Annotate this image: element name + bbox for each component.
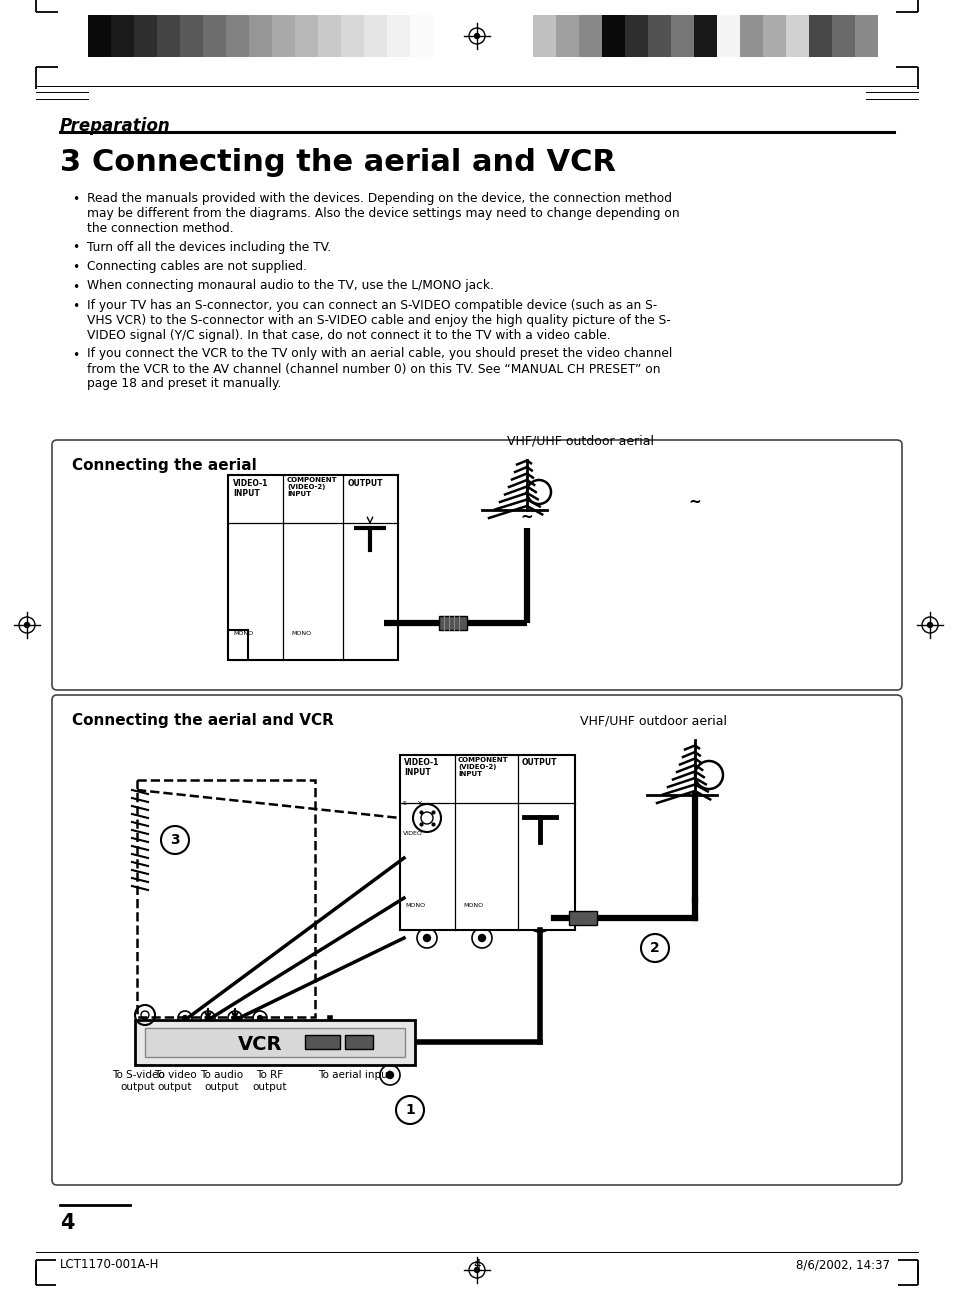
Bar: [272, 16, 294, 57]
Text: Connecting the aerial and VCR: Connecting the aerial and VCR: [71, 713, 334, 729]
Circle shape: [233, 1016, 237, 1021]
Text: •: •: [71, 281, 79, 294]
Text: To video
output: To video output: [153, 1070, 196, 1092]
Circle shape: [252, 547, 258, 555]
Text: Y: Y: [417, 801, 421, 806]
Bar: [180, 16, 203, 57]
Text: MONO: MONO: [405, 903, 425, 908]
FancyBboxPatch shape: [52, 440, 901, 690]
Text: 4: 4: [60, 1212, 74, 1233]
Text: MONO: MONO: [462, 903, 482, 908]
Text: COMPONENT
(VIDEO-2)
INPUT: COMPONENT (VIDEO-2) INPUT: [457, 757, 508, 776]
Text: VCR: VCR: [237, 1034, 282, 1053]
Text: To RF
output: To RF output: [253, 1070, 287, 1092]
Bar: [135, 1020, 415, 1065]
Bar: [693, 16, 717, 57]
Circle shape: [252, 590, 258, 598]
Circle shape: [25, 622, 30, 628]
Text: MONO: MONO: [291, 631, 311, 635]
Text: VIDEO-1
INPUT: VIDEO-1 INPUT: [233, 479, 268, 498]
Bar: [133, 16, 157, 57]
Circle shape: [386, 1071, 393, 1078]
Text: S: S: [402, 801, 406, 806]
Text: Connecting the aerial and VCR: Connecting the aerial and VCR: [91, 148, 616, 177]
Bar: [670, 16, 693, 57]
Circle shape: [366, 547, 374, 555]
Circle shape: [535, 914, 544, 923]
Bar: [624, 16, 647, 57]
Bar: [88, 16, 111, 57]
Bar: [578, 16, 601, 57]
Text: •: •: [71, 348, 79, 361]
Circle shape: [926, 622, 931, 628]
Circle shape: [257, 1016, 262, 1021]
Text: LCT1170-001A-H: LCT1170-001A-H: [60, 1258, 159, 1271]
Bar: [145, 1027, 405, 1057]
Text: Turn off all the devices including the TV.: Turn off all the devices including the T…: [87, 241, 331, 254]
Circle shape: [308, 549, 312, 553]
Bar: [111, 16, 133, 57]
Circle shape: [295, 549, 300, 553]
Text: •: •: [71, 300, 79, 313]
Bar: [228, 630, 248, 660]
Bar: [305, 1035, 339, 1049]
Text: Read the manuals provided with the devices. Depending on the device, the connect: Read the manuals provided with the devic…: [87, 192, 679, 236]
Text: •: •: [71, 261, 79, 274]
Circle shape: [474, 34, 479, 39]
Circle shape: [366, 590, 374, 598]
Text: 3: 3: [170, 833, 179, 848]
Bar: [568, 911, 597, 925]
Bar: [647, 16, 670, 57]
Circle shape: [479, 855, 483, 861]
Bar: [157, 16, 180, 57]
Circle shape: [182, 1016, 187, 1021]
Circle shape: [252, 634, 258, 641]
Text: If your TV has an S-connector, you can connect an S-VIDEO compatible device (suc: If your TV has an S-connector, you can c…: [87, 299, 670, 342]
Circle shape: [478, 934, 485, 942]
Text: MONO: MONO: [233, 631, 253, 635]
Circle shape: [478, 894, 485, 902]
Circle shape: [423, 934, 430, 942]
Bar: [345, 1035, 373, 1049]
Circle shape: [478, 854, 485, 862]
Bar: [740, 16, 762, 57]
Text: 3: 3: [60, 148, 81, 177]
Bar: [410, 16, 433, 57]
Circle shape: [536, 854, 543, 862]
Bar: [228, 475, 397, 660]
Circle shape: [365, 619, 375, 628]
Bar: [762, 16, 785, 57]
Circle shape: [423, 894, 430, 902]
Text: OUTPUT: OUTPUT: [348, 479, 383, 488]
Text: To S-video
output: To S-video output: [112, 1070, 164, 1092]
Circle shape: [423, 854, 430, 862]
Circle shape: [306, 634, 314, 641]
Bar: [226, 16, 249, 57]
Text: ~: ~: [688, 496, 700, 510]
Bar: [601, 16, 624, 57]
Text: VIDEO: VIDEO: [402, 831, 422, 836]
Text: 4: 4: [473, 1258, 480, 1271]
Bar: [399, 754, 575, 930]
Text: •: •: [71, 193, 79, 206]
Text: To aerial input: To aerial input: [317, 1070, 392, 1080]
Bar: [203, 16, 226, 57]
Bar: [717, 16, 740, 57]
Bar: [294, 16, 317, 57]
Text: VIDEO-1
INPUT: VIDEO-1 INPUT: [403, 758, 439, 778]
Bar: [854, 16, 877, 57]
Text: 8/6/2002, 14:37: 8/6/2002, 14:37: [795, 1258, 889, 1271]
Text: •: •: [71, 242, 79, 255]
Text: Connecting cables are not supplied.: Connecting cables are not supplied.: [87, 260, 307, 273]
Bar: [249, 16, 272, 57]
Text: Connecting the aerial: Connecting the aerial: [71, 458, 256, 474]
Circle shape: [474, 1268, 479, 1272]
Text: When connecting monaural audio to the TV, use the L/MONO jack.: When connecting monaural audio to the TV…: [87, 280, 494, 292]
Bar: [364, 16, 387, 57]
Bar: [831, 16, 854, 57]
Text: 2: 2: [649, 941, 659, 955]
Bar: [533, 16, 556, 57]
Circle shape: [467, 855, 472, 861]
Bar: [785, 16, 808, 57]
Circle shape: [536, 894, 543, 902]
